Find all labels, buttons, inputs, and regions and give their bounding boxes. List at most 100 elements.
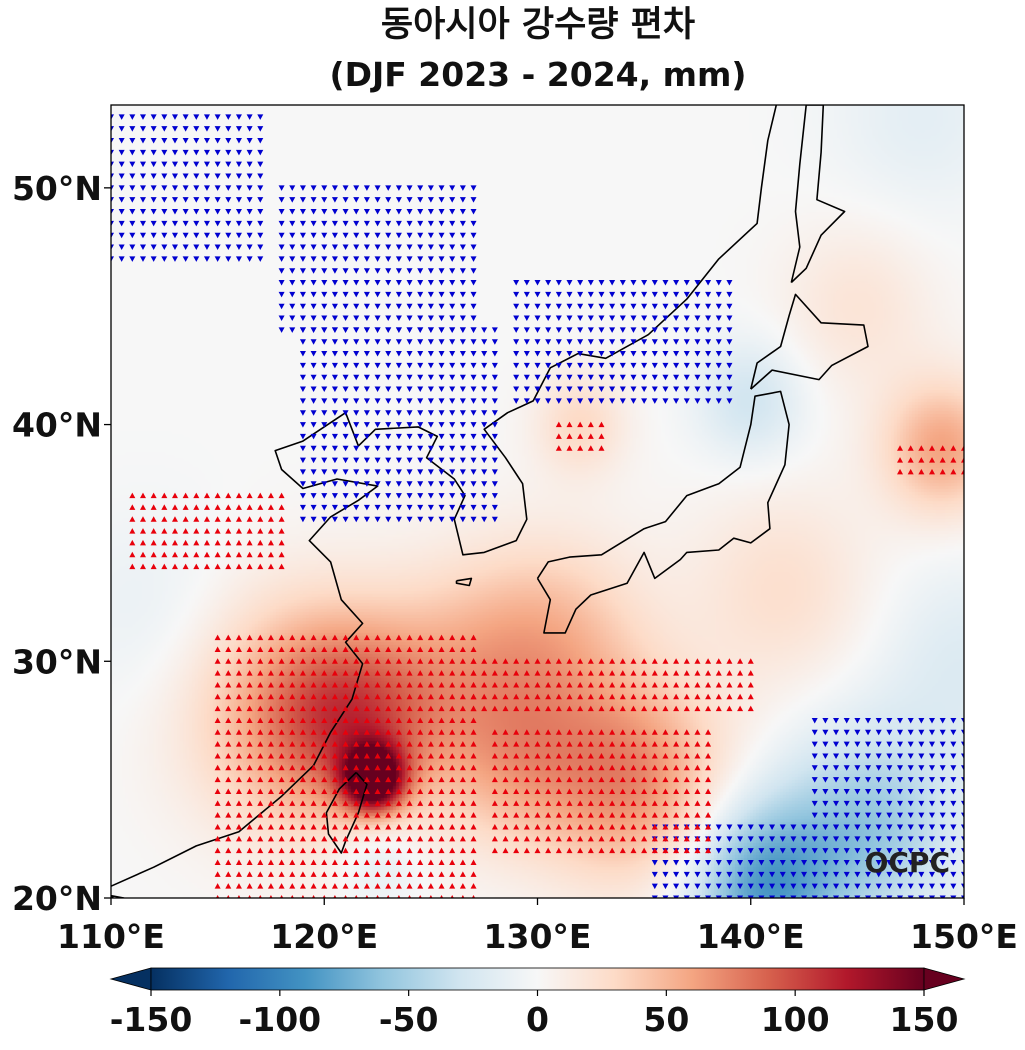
significant-positive-marker [406, 670, 413, 676]
significant-negative-marker [427, 268, 434, 274]
significant-positive-marker [299, 835, 306, 842]
significant-negative-marker [427, 315, 434, 322]
significant-positive-marker [385, 646, 392, 652]
significant-negative-marker [438, 256, 445, 262]
significant-negative-marker [395, 362, 402, 369]
significant-negative-marker [310, 268, 317, 274]
significant-positive-marker [267, 835, 274, 842]
significant-positive-marker [566, 847, 573, 854]
significant-positive-marker [246, 539, 253, 546]
significant-negative-marker [385, 445, 392, 452]
significant-negative-marker [705, 291, 712, 298]
significant-negative-marker [342, 197, 349, 203]
significant-positive-marker [491, 741, 498, 747]
significant-negative-marker [449, 197, 456, 203]
significant-positive-marker [459, 823, 466, 830]
significant-negative-marker [950, 729, 957, 736]
significant-positive-marker [630, 752, 637, 759]
significant-positive-marker [225, 492, 232, 499]
significant-negative-marker [385, 327, 392, 333]
significant-positive-marker [299, 764, 306, 771]
significant-negative-marker [278, 315, 285, 322]
significant-positive-marker [705, 681, 712, 688]
significant-positive-marker [662, 752, 669, 759]
significant-negative-marker [299, 256, 306, 262]
significant-negative-marker [321, 481, 328, 487]
significant-positive-marker [726, 658, 733, 664]
significant-negative-marker [459, 481, 466, 487]
significant-positive-marker [598, 658, 605, 664]
significant-negative-marker [438, 422, 445, 428]
significant-positive-marker [321, 705, 328, 712]
significant-positive-marker [502, 823, 509, 830]
significant-positive-marker [534, 741, 541, 747]
significant-positive-marker [225, 528, 232, 534]
significant-negative-marker [374, 445, 381, 452]
significant-negative-marker [246, 126, 253, 132]
significant-positive-marker [438, 812, 445, 818]
significant-negative-marker [705, 386, 712, 393]
significant-positive-marker [609, 776, 616, 783]
significant-positive-marker [267, 658, 274, 664]
significant-negative-marker [886, 883, 893, 890]
significant-positive-marker [299, 729, 306, 735]
significant-positive-marker [555, 823, 562, 830]
colorbar-tick-label: 0 [526, 1000, 549, 1039]
significant-negative-marker [822, 741, 829, 748]
significant-positive-marker [214, 859, 221, 865]
significant-negative-marker [193, 244, 200, 251]
significant-negative-marker [417, 398, 424, 404]
significant-positive-marker [289, 859, 296, 865]
significant-positive-marker [331, 670, 338, 676]
significant-positive-marker [225, 634, 232, 641]
significant-positive-marker [417, 859, 424, 865]
significant-negative-marker [417, 351, 424, 357]
significant-positive-marker [235, 859, 242, 865]
significant-positive-marker [267, 563, 274, 570]
significant-negative-marker [278, 220, 285, 227]
coastline-china-korea-mainland [111, 105, 778, 887]
significant-negative-marker [129, 173, 136, 180]
significant-positive-marker [342, 812, 349, 818]
significant-negative-marker [715, 883, 722, 890]
significant-negative-marker [694, 859, 701, 866]
significant-negative-marker [427, 185, 434, 191]
significant-negative-marker [545, 327, 552, 333]
significant-negative-marker [161, 126, 168, 132]
significant-positive-marker [267, 788, 274, 794]
significant-positive-marker [587, 835, 594, 842]
significant-positive-marker [523, 693, 530, 700]
significant-positive-marker [502, 705, 509, 712]
significant-positive-marker [139, 539, 146, 546]
significant-positive-marker [417, 646, 424, 652]
significant-positive-marker [470, 883, 477, 889]
significant-negative-marker [374, 516, 381, 523]
significant-negative-marker [545, 280, 552, 286]
significant-positive-marker [246, 823, 253, 830]
significant-negative-marker [342, 493, 349, 499]
significant-negative-marker [961, 753, 964, 759]
significant-negative-marker [470, 291, 477, 298]
significant-negative-marker [886, 871, 893, 878]
significant-positive-marker [214, 563, 221, 570]
significant-positive-marker [235, 800, 242, 806]
significant-positive-marker [235, 634, 242, 641]
significant-positive-marker [257, 539, 264, 546]
significant-negative-marker [491, 493, 498, 499]
significant-negative-marker [449, 457, 456, 464]
significant-positive-marker [438, 741, 445, 747]
significant-negative-marker [246, 185, 253, 191]
significant-positive-marker [513, 776, 520, 783]
significant-positive-marker [374, 681, 381, 688]
significant-negative-marker [406, 422, 413, 428]
significant-negative-marker [459, 185, 466, 191]
significant-positive-marker [566, 433, 573, 439]
significant-positive-marker [363, 788, 370, 794]
significant-positive-marker [406, 859, 413, 865]
significant-negative-marker [459, 422, 466, 428]
significant-positive-marker [267, 516, 274, 522]
significant-negative-marker [673, 871, 680, 878]
significant-positive-marker [449, 859, 456, 865]
significant-negative-marker [257, 220, 264, 227]
significant-negative-marker [950, 848, 957, 854]
